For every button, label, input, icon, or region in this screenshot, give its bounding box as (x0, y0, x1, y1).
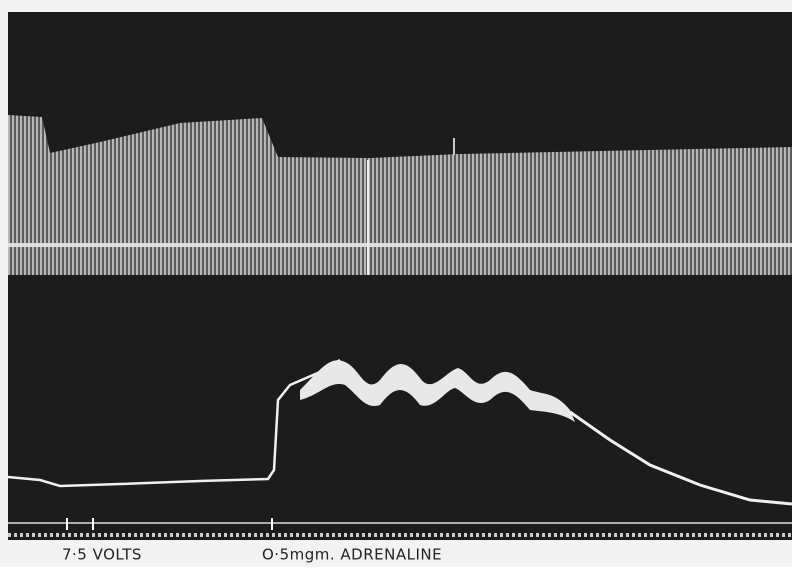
pressure-trace (7, 358, 341, 488)
decline-trace (569, 410, 792, 506)
pressure-band (300, 360, 575, 422)
stimulus-label: 7·5 VOLTS (62, 546, 142, 564)
contraction-record (8, 115, 792, 275)
drug-label: O·5mgm. ADRENALINE (262, 546, 442, 564)
smoked-drum (8, 12, 792, 540)
